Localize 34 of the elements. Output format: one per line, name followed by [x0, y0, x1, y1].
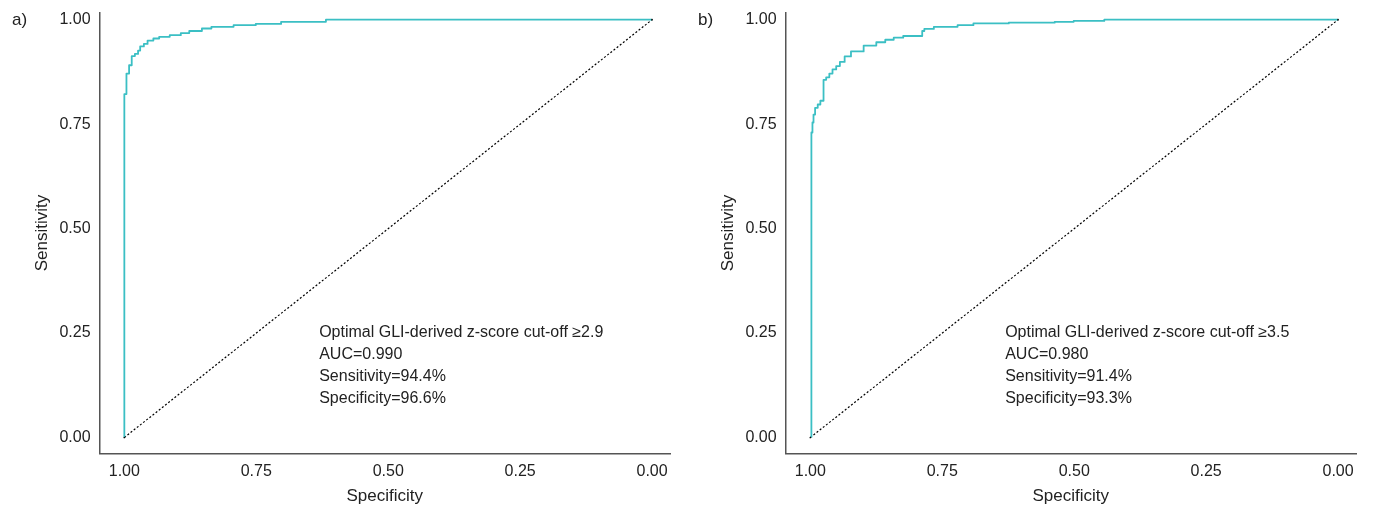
- annotation: Specificity=93.3%: [1005, 388, 1132, 406]
- y-tick-label: 1.00: [59, 10, 91, 28]
- x-tick-label: 0.25: [1190, 462, 1222, 480]
- x-tick-label: 0.00: [636, 462, 668, 480]
- annotation: Sensitivity=94.4%: [319, 366, 446, 384]
- annotation: Optimal GLI-derived z-score cut-off ≥2.9: [319, 322, 604, 340]
- y-tick-label: 0.50: [59, 219, 91, 237]
- annotation: Sensitivity=91.4%: [1005, 366, 1132, 384]
- x-axis-title: Specificity: [1032, 486, 1110, 506]
- y-tick-label: 0.75: [59, 114, 91, 132]
- y-tick-label: 0.25: [59, 323, 91, 341]
- y-tick-label: 0.25: [745, 323, 777, 341]
- x-tick-label: 1.00: [794, 462, 827, 480]
- x-tick-label: 0.75: [926, 462, 958, 480]
- x-tick-label: 0.50: [1058, 462, 1090, 480]
- chart-title: b): [698, 10, 714, 30]
- annotation: AUC=0.980: [1005, 344, 1089, 362]
- x-axis-title: Specificity: [346, 486, 424, 506]
- chart-title: a): [12, 10, 28, 30]
- y-tick-label: 1.00: [745, 10, 777, 28]
- y-axis-title: Sensitivity: [31, 194, 51, 272]
- y-tick-label: 0.00: [745, 427, 777, 445]
- annotation: Specificity=96.6%: [319, 388, 446, 406]
- y-tick-label: 0.00: [59, 427, 91, 445]
- annotation: Optimal GLI-derived z-score cut-off ≥3.5: [1005, 322, 1290, 340]
- x-tick-label: 0.75: [240, 462, 272, 480]
- x-tick-label: 0.50: [372, 462, 404, 480]
- annotation: AUC=0.990: [319, 344, 403, 362]
- x-tick-label: 1.00: [108, 462, 141, 480]
- y-tick-label: 0.50: [745, 219, 777, 237]
- y-axis-title: Sensitivity: [717, 194, 737, 272]
- x-tick-label: 0.00: [1322, 462, 1354, 480]
- x-tick-label: 0.25: [504, 462, 536, 480]
- y-tick-label: 0.75: [745, 114, 777, 132]
